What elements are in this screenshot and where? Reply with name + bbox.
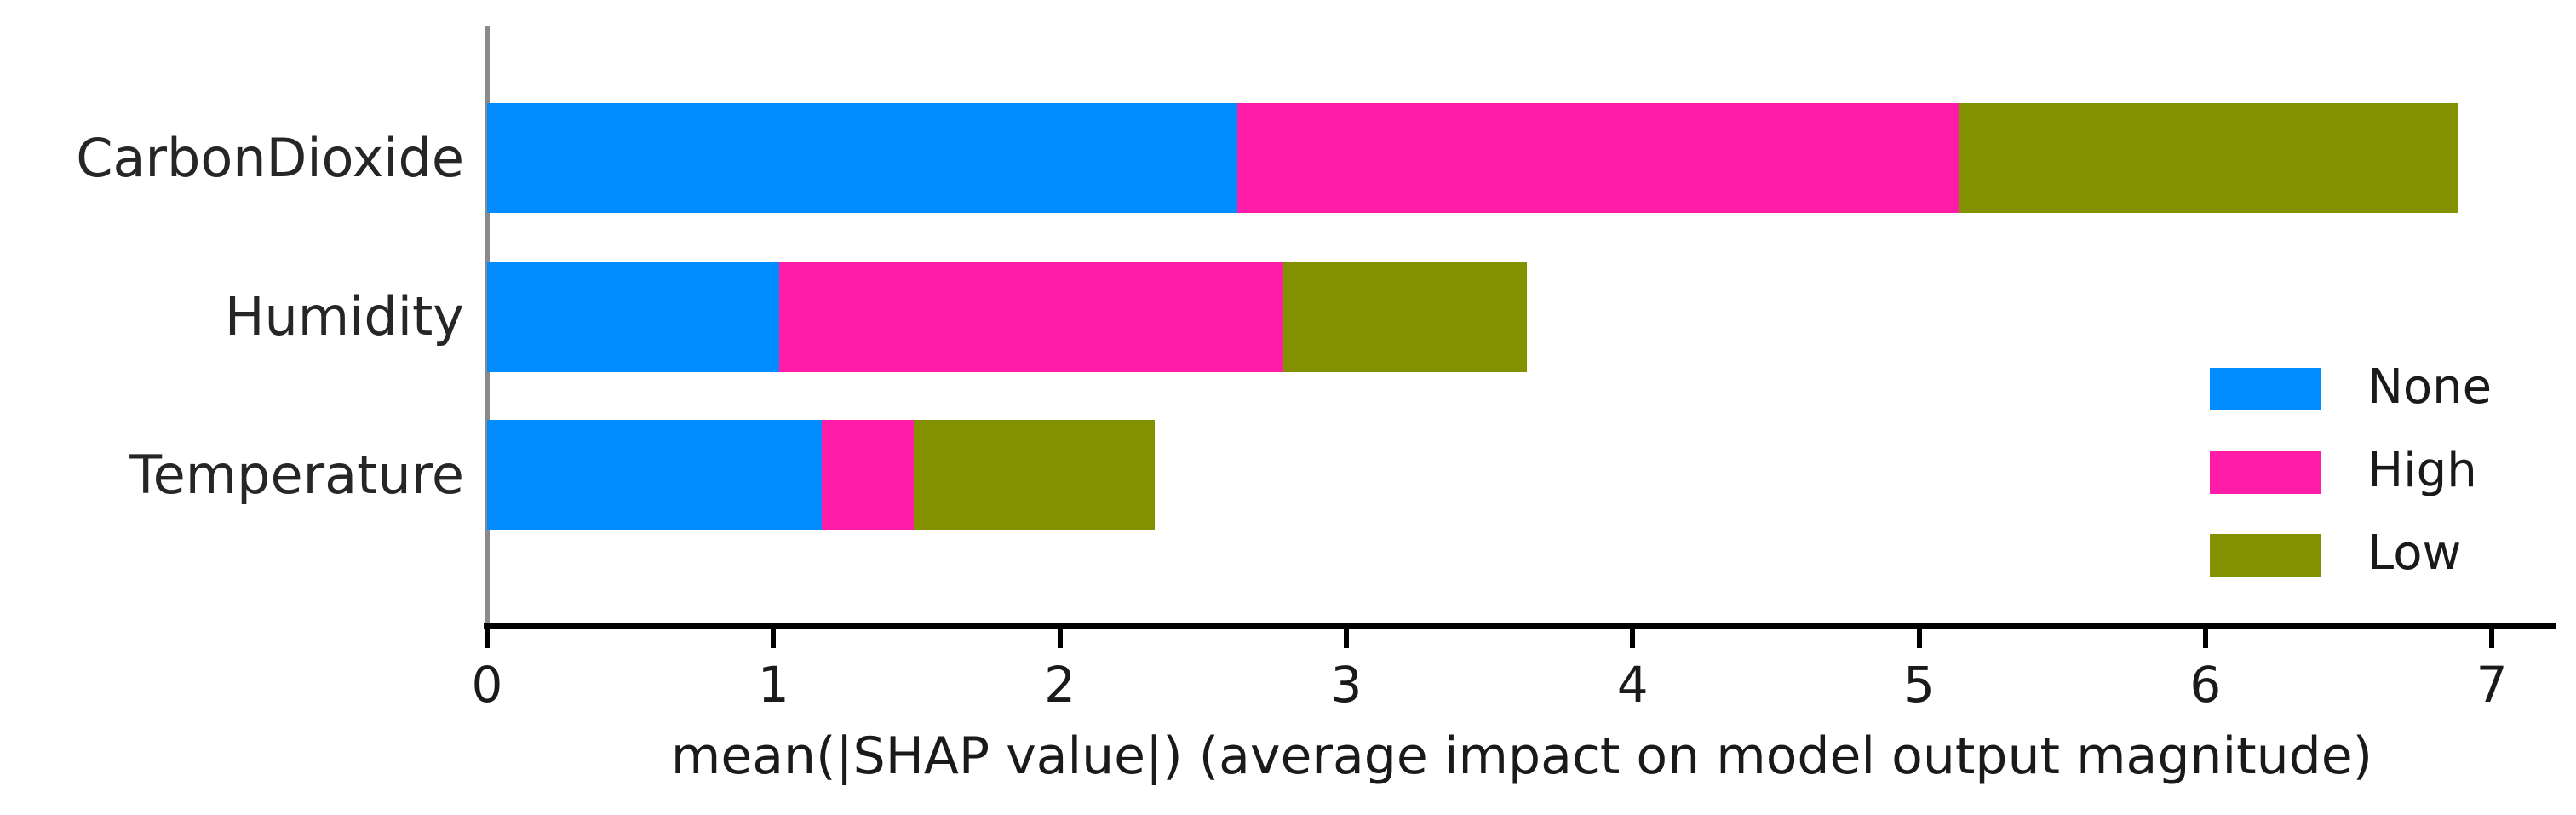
- bar-segment-carbondioxide-high: [1237, 103, 1959, 213]
- bar-segment-temperature-low: [914, 420, 1155, 530]
- bar-segment-temperature-high: [822, 420, 915, 530]
- bar-segment-temperature-none: [487, 420, 823, 530]
- legend-label-high: High: [2367, 442, 2477, 498]
- x-tick-label-6: 6: [2189, 656, 2222, 714]
- bar-segment-humidity-low: [1282, 261, 1527, 372]
- legend-swatch-low: [2210, 534, 2321, 577]
- x-tick-label-2: 2: [1044, 656, 1076, 714]
- legend-label-none: None: [2367, 359, 2493, 415]
- x-tick-mark-1: [771, 629, 777, 648]
- bar-segment-carbondioxide-low: [1959, 103, 2458, 213]
- legend-swatch-none: [2210, 368, 2321, 410]
- x-tick-label-1: 1: [757, 656, 789, 714]
- x-tick-mark-6: [2202, 629, 2208, 648]
- x-tick-label-0: 0: [471, 656, 503, 714]
- x-axis-title: mean(|SHAP value|) (average impact on mo…: [670, 726, 2373, 786]
- x-axis-line: [484, 623, 2556, 629]
- bar-segment-humidity-none: [487, 261, 780, 372]
- x-tick-mark-7: [2489, 629, 2495, 648]
- x-tick-mark-4: [1630, 629, 1636, 648]
- y-tick-label-carbondioxide: CarbonDioxide: [76, 126, 464, 189]
- bar-segment-humidity-high: [779, 261, 1283, 372]
- x-tick-label-3: 3: [1330, 656, 1363, 714]
- legend-label-low: Low: [2367, 525, 2462, 581]
- y-tick-label-temperature: Temperature: [129, 443, 464, 506]
- x-tick-mark-0: [485, 629, 490, 648]
- bar-segment-carbondioxide-none: [487, 103, 1238, 213]
- legend-swatch-high: [2210, 451, 2321, 494]
- y-tick-label-humidity: Humidity: [224, 285, 464, 347]
- x-tick-label-7: 7: [2476, 656, 2508, 714]
- x-tick-mark-5: [1916, 629, 1922, 648]
- x-tick-mark-2: [1057, 629, 1063, 648]
- x-tick-label-4: 4: [1616, 656, 1649, 714]
- x-tick-label-5: 5: [1903, 656, 1935, 714]
- x-tick-mark-3: [1343, 629, 1349, 648]
